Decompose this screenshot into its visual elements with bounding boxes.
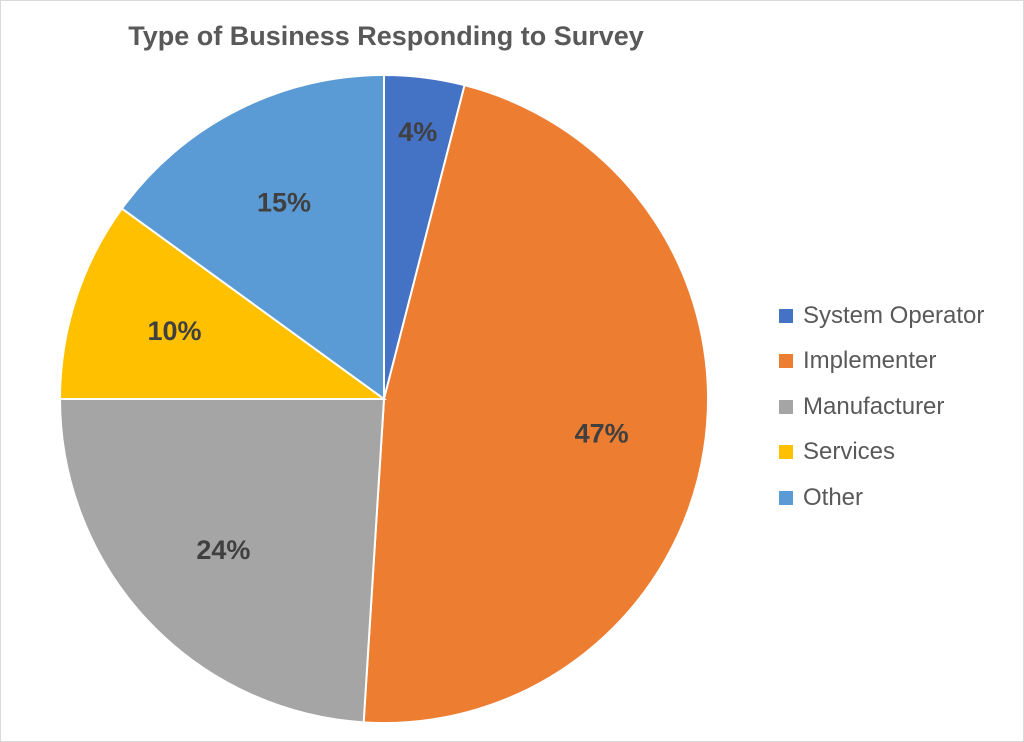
legend-label: Other — [803, 483, 864, 511]
legend-swatch — [779, 490, 793, 505]
legend-item: Other — [779, 475, 984, 521]
pie-slice-other — [120, 73, 385, 401]
chart-title: Type of Business Responding to Survey — [128, 21, 644, 51]
legend-swatch — [779, 354, 793, 369]
data-label: 15% — [257, 188, 311, 218]
legend-swatch — [779, 308, 793, 323]
legend-label: Implementer — [803, 347, 937, 375]
data-label: 47% — [575, 418, 629, 448]
data-label: 4% — [398, 117, 437, 147]
legend-item: Services — [779, 430, 984, 476]
legend: System Operator Implementer Manufacturer Se… — [779, 293, 984, 521]
legend-label: Services — [803, 438, 896, 466]
data-label: 24% — [196, 535, 250, 565]
legend-swatch — [779, 445, 793, 460]
legend-swatch — [779, 399, 793, 414]
legend-label: System Operator — [803, 301, 985, 329]
legend-item: Implementer — [779, 339, 984, 385]
pie-slice-services — [58, 207, 388, 400]
pie-slice-manufacturer — [58, 398, 386, 724]
legend-item: System Operator — [779, 293, 984, 339]
data-label: 10% — [147, 316, 201, 346]
legend-item: Manufacturer — [779, 384, 984, 430]
pie-slice-implementer — [362, 83, 709, 724]
legend-label: Manufacturer — [803, 392, 945, 420]
